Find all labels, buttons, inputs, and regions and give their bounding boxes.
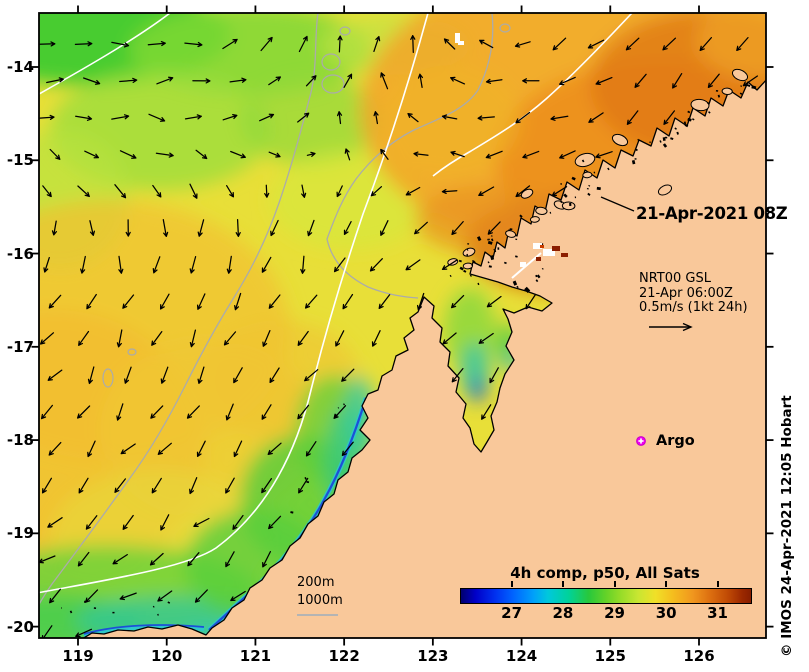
colorbar-tick (561, 581, 564, 587)
date-pointer-line (600, 196, 635, 212)
lon-tick-label-124: 124 (505, 647, 538, 665)
lat-tick-label--19: -19 (6, 524, 34, 543)
current-forecast-annotation: NRT00 GSL 21-Apr 06:00Z 0.5m/s (1kt 24h) (639, 271, 748, 316)
lon-tick-label-122: 122 (328, 647, 360, 665)
shoal-contour (339, 26, 351, 36)
current-vectors (39, 34, 759, 638)
depth-legend-line-sample (297, 614, 338, 616)
cloud-gaps (455, 33, 568, 279)
axis-ticks (31, 5, 774, 646)
island-specks (61, 68, 757, 616)
forecast-model-label: NRT00 GSL (639, 271, 711, 286)
argo-float-marker (636, 436, 646, 446)
lat-tick-label--15: -15 (6, 151, 34, 170)
argo-float-label: Argo (656, 433, 695, 449)
hot-sst-speck (540, 245, 544, 248)
lon-tick-label-119: 119 (62, 647, 94, 665)
land-mass (82, 79, 766, 638)
hot-sst-speck (536, 257, 541, 261)
lon-tick-label-120: 120 (151, 647, 183, 665)
lon-tick-label-125: 125 (594, 647, 626, 665)
colorbar-title: 4h comp, p50, All Sats (510, 564, 700, 582)
shoal-contour (127, 348, 137, 356)
vector-scale-arrow (649, 322, 693, 332)
forecast-time-label: 21-Apr 06:00Z (639, 285, 733, 301)
lon-tick-label-126: 126 (683, 647, 715, 665)
lon-tick-label-123: 123 (417, 647, 449, 665)
lat-tick-label--16: -16 (6, 244, 34, 263)
lon-tick-label-121: 121 (239, 647, 272, 665)
hot-sst-speck (561, 253, 568, 257)
contour-1000m (39, 13, 171, 95)
colorbar-tick-label-27: 27 (501, 604, 523, 622)
lat-tick-label--17: -17 (6, 337, 34, 356)
sst-colorbar (460, 588, 752, 604)
lat-tick-label--18: -18 (6, 431, 34, 450)
vector-scale-label: 0.5m/s (1kt 24h) (639, 300, 748, 315)
composite-date-label: 21-Apr-2021 08Z (636, 204, 788, 223)
colorbar-tick (665, 581, 668, 587)
imos-copyright-text: © IMOS 24-Apr-2021 12:05 Hobart (779, 395, 795, 657)
shoal-contour (102, 368, 114, 388)
shoal-contour (321, 74, 345, 94)
shoal-contour (499, 23, 511, 33)
colorbar-tick-label-28: 28 (552, 604, 574, 622)
colorbar-tick (510, 581, 513, 587)
depth-contour-legend: 200m 1000m (297, 574, 343, 609)
colorbar-tick-label-31: 31 (707, 604, 728, 622)
map-frame (38, 12, 767, 639)
colorbar-tick (716, 581, 719, 587)
depth-1000m-label: 1000m (297, 592, 343, 608)
depth-200m-label: 200m (297, 575, 335, 590)
contour-1000m-b (39, 13, 429, 594)
hot-sst-speck (552, 246, 560, 251)
contour-200m-b (326, 13, 494, 299)
lat-tick-label--14: -14 (6, 58, 34, 76)
lat-tick-label--20: -20 (6, 617, 34, 636)
colorbar-tick-label-30: 30 (655, 604, 677, 622)
coastal-blue-fringe-south (83, 624, 205, 635)
shoal-contour (321, 53, 341, 71)
colorbar-tick (613, 581, 616, 587)
colorbar-tick-label-29: 29 (604, 604, 625, 622)
